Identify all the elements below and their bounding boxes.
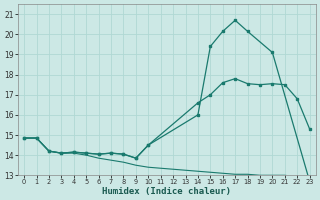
X-axis label: Humidex (Indice chaleur): Humidex (Indice chaleur) [102,187,231,196]
